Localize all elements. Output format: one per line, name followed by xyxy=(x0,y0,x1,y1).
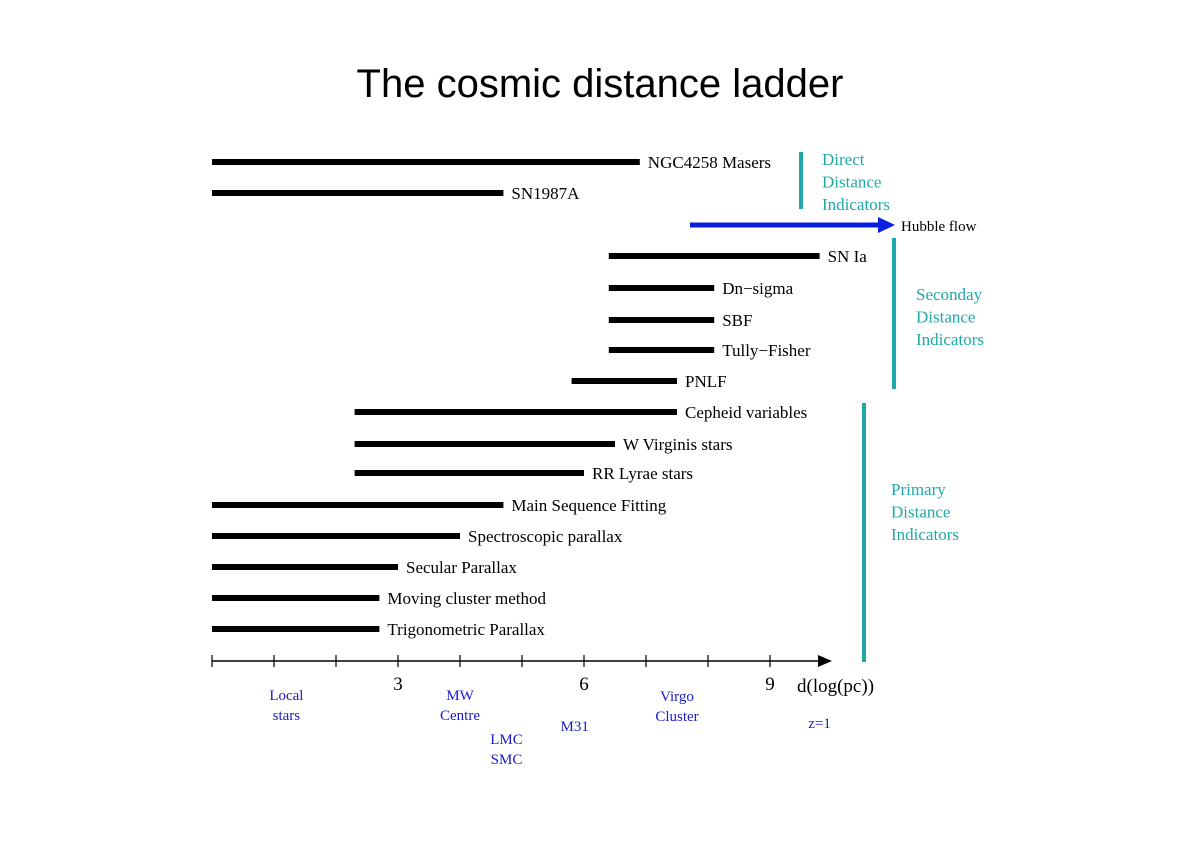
method-label: Dn−sigma xyxy=(722,279,793,298)
method-label: RR Lyrae stars xyxy=(592,464,693,483)
x-axis-tick-label: 3 xyxy=(393,674,403,695)
method-label: SBF xyxy=(722,311,752,330)
object-label: LMC xyxy=(490,732,523,748)
hubble-flow-arrowhead xyxy=(878,217,895,233)
method-label: SN Ia xyxy=(828,247,868,266)
object-label: Cluster xyxy=(655,709,698,725)
method-label: W Virginis stars xyxy=(623,435,733,454)
group-label: Indicators xyxy=(822,195,890,214)
indicator-groups: Direct Distance Indicators Seconday Distance… xyxy=(799,150,984,662)
object-label: stars xyxy=(273,708,301,724)
object-label: Virgo xyxy=(660,689,694,705)
object-label: MW xyxy=(446,688,474,704)
method-label: Moving cluster method xyxy=(387,589,546,608)
group-label: Direct xyxy=(822,150,865,169)
method-bars: NGC4258 Masers SN1987A SN Ia Dn−sigma SBF Tul… xyxy=(212,153,867,639)
object-label: M31 xyxy=(561,719,589,735)
object-label: z=1 xyxy=(808,716,831,732)
x-axis-label: d(log(pc)) xyxy=(797,676,874,697)
group-label: Distance xyxy=(891,503,950,522)
hubble-flow-label: Hubble flow xyxy=(901,219,977,235)
x-axis-tick-label: 9 xyxy=(765,674,775,695)
method-label: SN1987A xyxy=(511,184,580,203)
group-label: Indicators xyxy=(891,525,959,544)
group-label: Distance xyxy=(822,173,881,192)
group-label: Distance xyxy=(916,308,975,327)
x-axis-arrowhead xyxy=(818,655,832,667)
group-label: Indicators xyxy=(916,330,984,349)
object-labels: Local stars MW Centre LMC SMC M31 Virgo Cluster z… xyxy=(269,688,831,768)
group-label: Seconday xyxy=(916,285,983,304)
method-label: Spectroscopic parallax xyxy=(468,527,623,546)
method-label: Trigonometric Parallax xyxy=(387,620,545,639)
object-label: Local xyxy=(269,688,303,704)
x-axis-tick-label: 6 xyxy=(579,674,589,695)
page-title: The cosmic distance ladder xyxy=(356,62,844,106)
method-label: PNLF xyxy=(685,372,727,391)
hubble-flow: Hubble flow xyxy=(690,217,977,235)
method-label: Tully−Fisher xyxy=(722,341,811,360)
object-label: Centre xyxy=(440,708,480,724)
group-label: Primary xyxy=(891,480,946,499)
method-label: Cepheid variables xyxy=(685,403,807,422)
method-label: Main Sequence Fitting xyxy=(511,496,666,515)
x-axis: 3 6 9 d(log(pc)) xyxy=(211,655,874,697)
method-label: Secular Parallax xyxy=(406,558,517,577)
method-label: NGC4258 Masers xyxy=(648,153,771,172)
object-label: SMC xyxy=(491,752,523,768)
